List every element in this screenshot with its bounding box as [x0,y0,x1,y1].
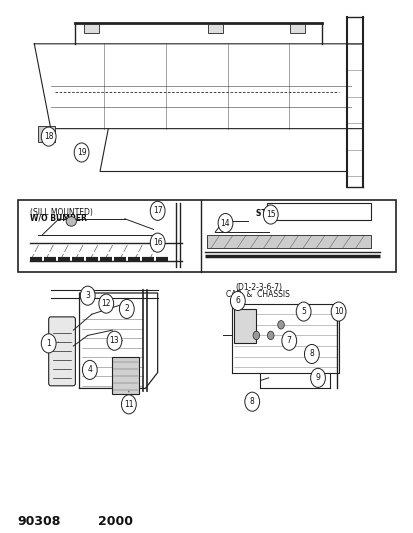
Text: (SILL MOUNTED): (SILL MOUNTED) [30,208,93,217]
Text: 6: 6 [235,296,240,305]
Circle shape [281,331,296,350]
Circle shape [230,292,244,311]
Circle shape [310,368,325,387]
Bar [84,23,99,33]
Text: 17: 17 [152,206,162,215]
Text: 18: 18 [44,132,53,141]
Circle shape [218,214,233,232]
Circle shape [267,331,273,340]
Text: 8: 8 [309,350,313,359]
Circle shape [330,302,345,321]
Text: 12: 12 [101,299,111,308]
Text: W/O BUMPER: W/O BUMPER [30,214,87,222]
Circle shape [107,331,121,350]
Circle shape [150,233,165,252]
Ellipse shape [66,216,76,226]
Text: (D1-2-3-6-7): (D1-2-3-6-7) [234,284,281,293]
Text: CAB  &  CHASSIS: CAB & CHASSIS [226,290,290,300]
Circle shape [82,360,97,379]
Bar [38,126,55,142]
Circle shape [41,334,56,353]
Bar [207,23,222,33]
Bar [290,23,304,33]
Text: 1: 1 [46,339,51,348]
Circle shape [41,127,56,146]
Text: 4: 4 [87,366,92,374]
FancyBboxPatch shape [49,317,75,386]
Text: 11: 11 [124,400,133,409]
Circle shape [296,302,310,321]
Text: 2000: 2000 [98,515,133,528]
Circle shape [150,201,165,220]
Text: 10: 10 [333,307,342,316]
Text: 14: 14 [220,219,230,228]
Circle shape [74,143,89,162]
Text: 90308: 90308 [18,515,61,528]
Text: 2: 2 [124,304,129,313]
Circle shape [263,205,278,224]
Bar [266,203,370,220]
Text: STEP BUMPER: STEP BUMPER [256,209,317,218]
Circle shape [80,286,95,305]
Bar [112,357,139,394]
Bar [233,309,256,343]
Text: 9: 9 [315,373,320,382]
Text: 16: 16 [152,238,162,247]
Circle shape [121,395,136,414]
Bar [206,235,370,248]
Bar [18,200,395,272]
Circle shape [277,320,284,329]
Text: 15: 15 [265,210,275,219]
Text: 8: 8 [249,397,254,406]
Text: 7: 7 [286,336,291,345]
Circle shape [244,392,259,411]
Circle shape [99,294,114,313]
Text: 13: 13 [109,336,119,345]
Circle shape [304,344,318,364]
Text: 19: 19 [76,148,86,157]
Text: 3: 3 [85,291,90,300]
Text: 5: 5 [301,307,305,316]
Circle shape [252,331,259,340]
Circle shape [119,300,134,318]
